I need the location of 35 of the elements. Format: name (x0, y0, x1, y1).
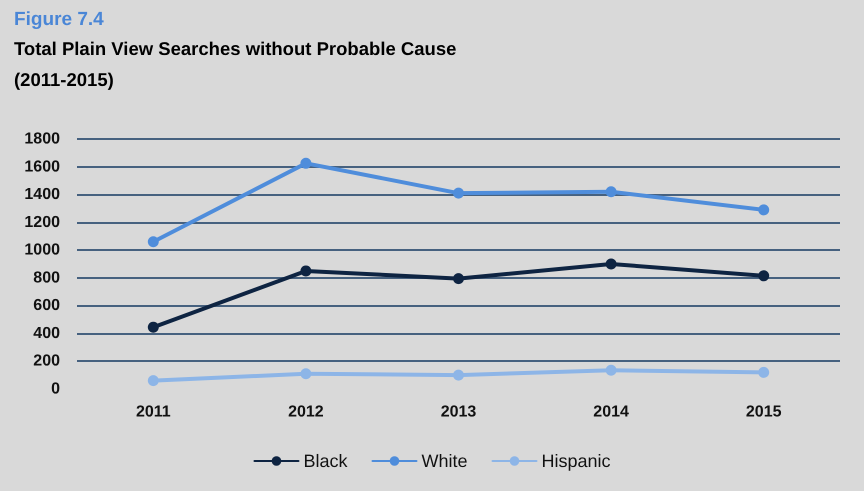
x-tick-label: 2014 (593, 404, 629, 420)
y-tick-label: 1400 (24, 186, 60, 204)
x-tick-label: 2011 (136, 404, 171, 420)
legend-label: Black (303, 451, 348, 471)
x-tick-label: 2013 (440, 404, 476, 420)
y-tick-label: 1200 (24, 214, 60, 231)
y-tick-label: 1800 (24, 130, 60, 148)
y-tick-label: 1000 (24, 242, 60, 259)
point (148, 375, 159, 386)
legend-label: White (421, 451, 468, 471)
point (300, 158, 312, 169)
y-tick-label: 800 (33, 269, 60, 286)
y-tick-label: 0 (51, 380, 60, 398)
chart-subtitle: Figure 7.4 (14, 9, 104, 30)
point (758, 270, 770, 282)
y-tick-label: 600 (33, 297, 60, 314)
y-tick-label: 400 (33, 324, 60, 342)
x-tick-label: 2015 (746, 404, 782, 420)
point (300, 265, 312, 276)
chart-title: Total Plain View Searches without Probable Cause (2011-2015) (14, 38, 456, 90)
point (148, 236, 159, 248)
point (453, 370, 464, 381)
point (300, 368, 312, 380)
point (453, 273, 464, 284)
point (606, 186, 617, 198)
legend-label: Hispanic (542, 451, 611, 471)
point (758, 204, 770, 216)
point (606, 258, 617, 270)
point (453, 188, 464, 199)
y-tick-label: 200 (33, 352, 60, 370)
point (606, 364, 617, 376)
point (148, 322, 159, 333)
point (758, 366, 770, 378)
x-tick-label: 2012 (288, 404, 324, 420)
y-tick-label: 1600 (24, 158, 60, 176)
